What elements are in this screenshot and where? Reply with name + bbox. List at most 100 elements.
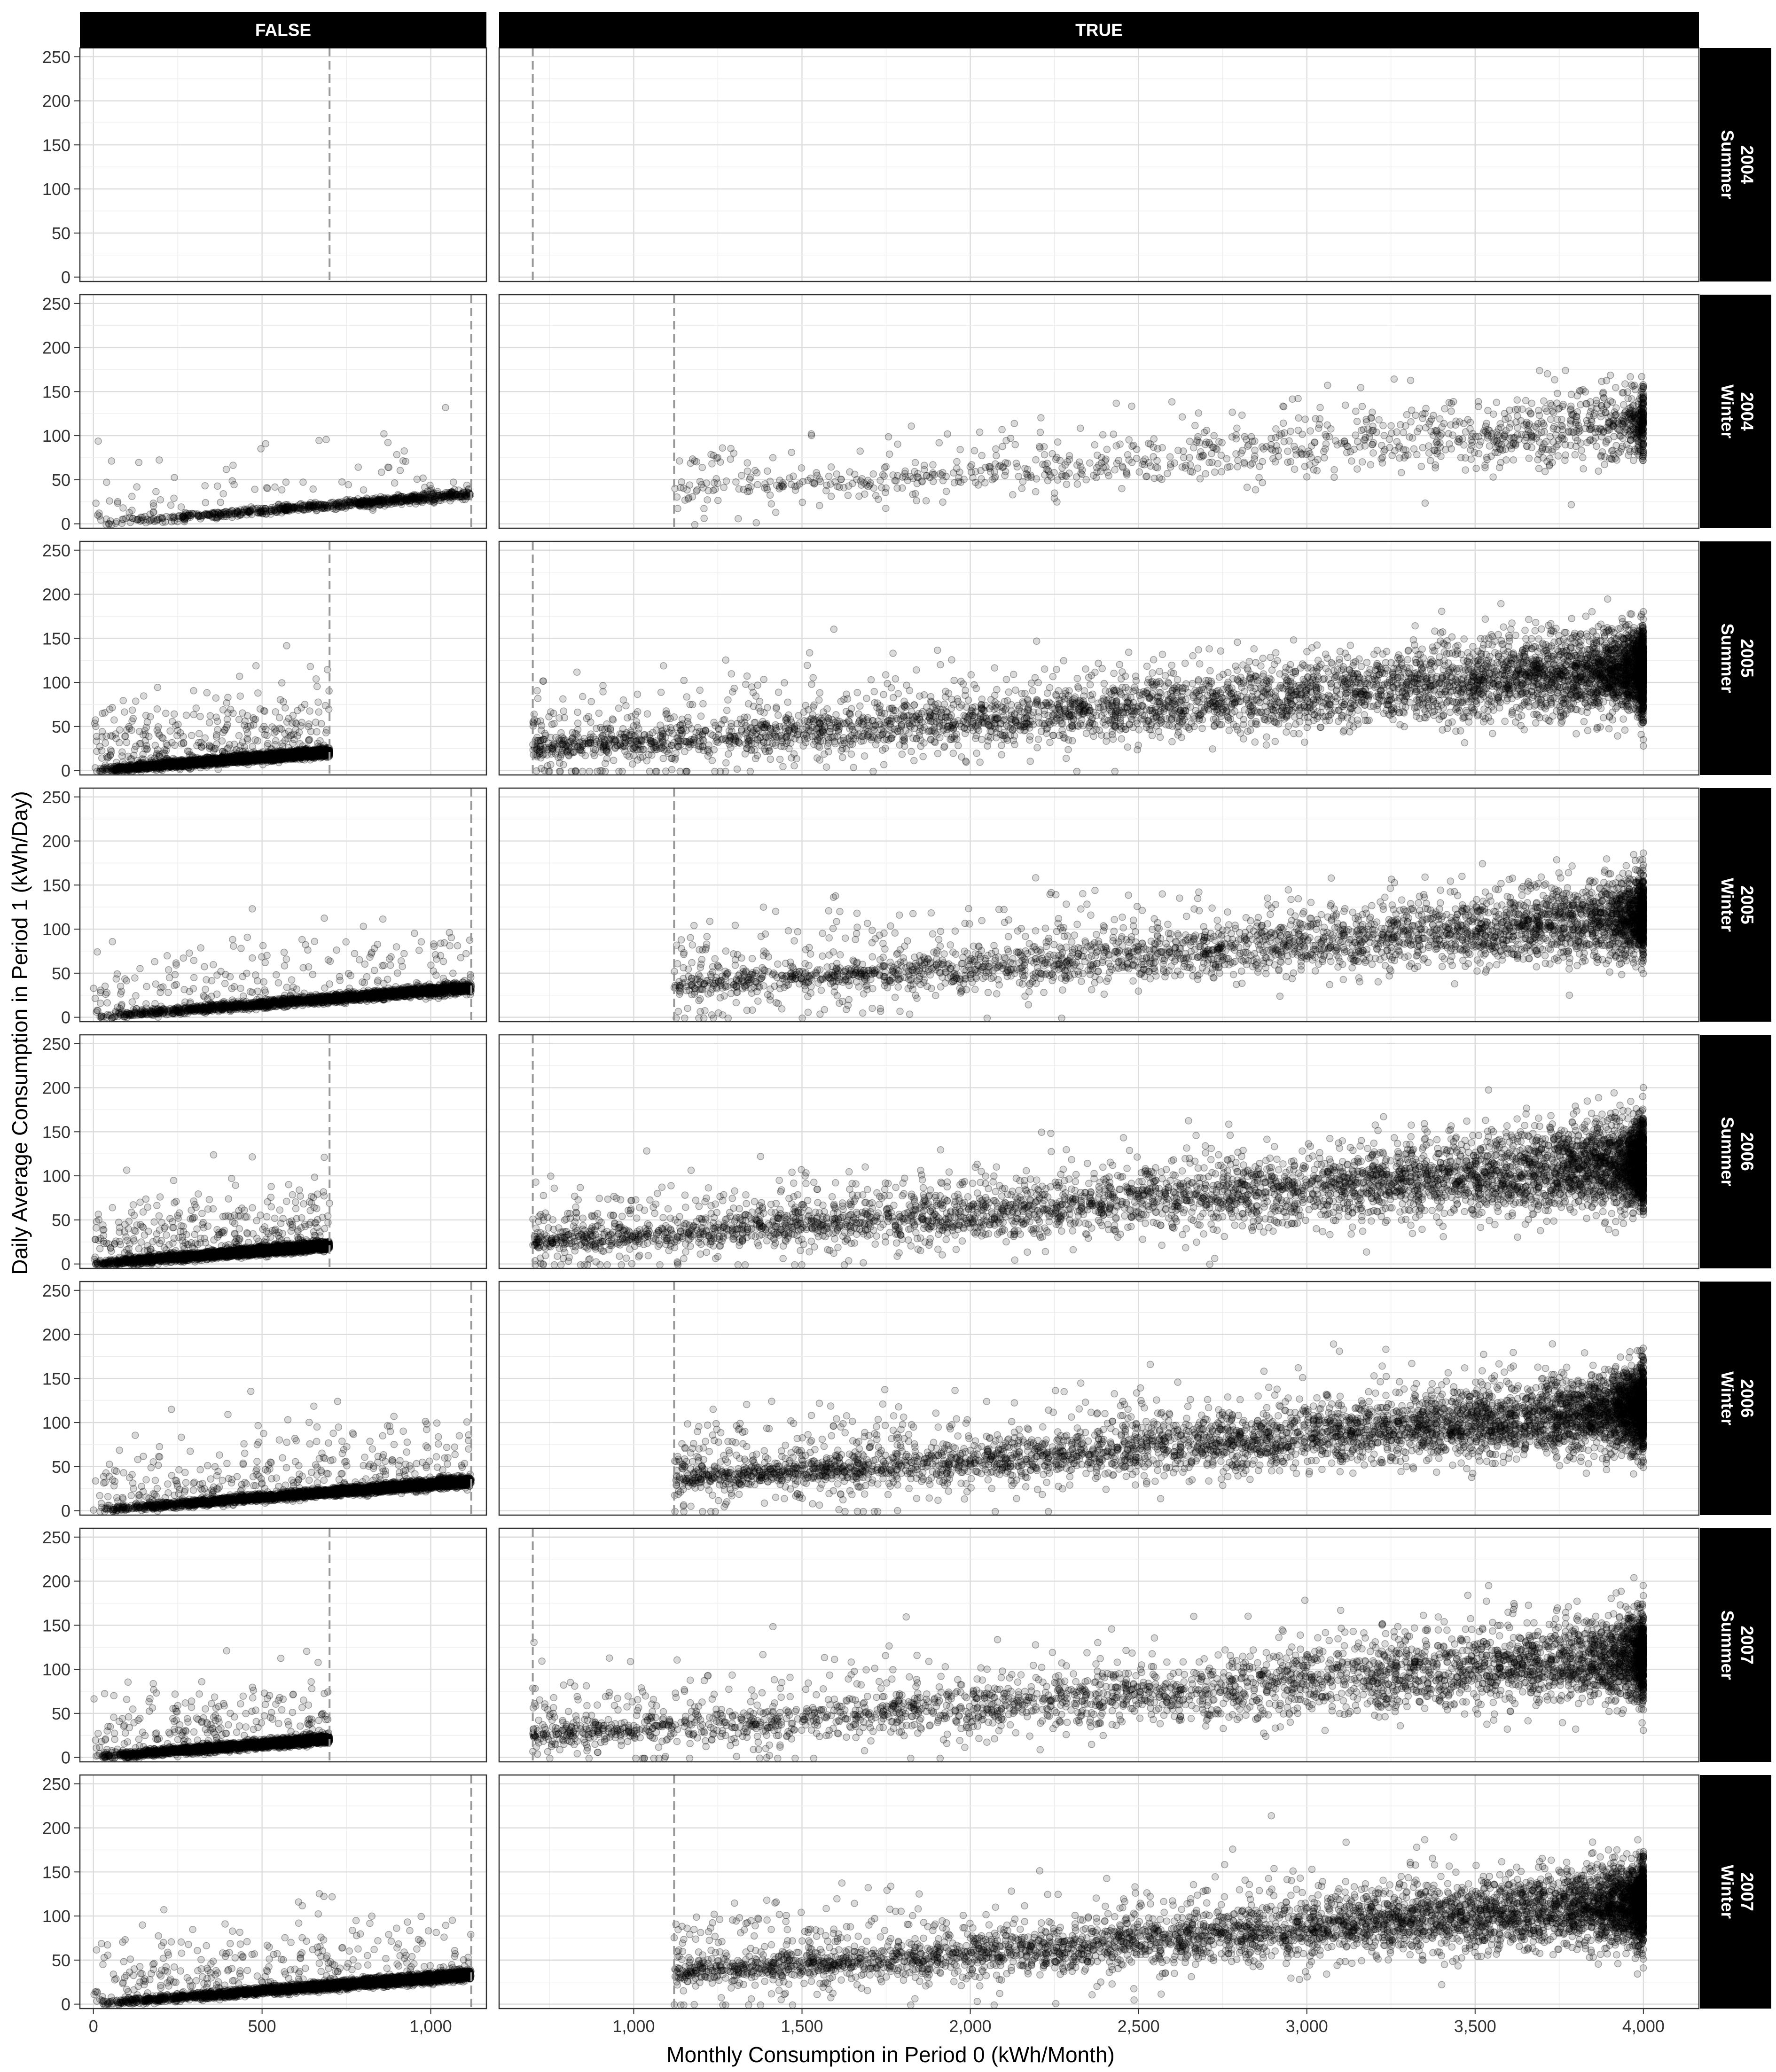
data-point [886, 451, 893, 457]
data-point [1609, 399, 1616, 406]
data-point [1430, 412, 1437, 419]
data-point [1495, 426, 1502, 432]
data-point [1542, 468, 1549, 475]
data-point [1630, 457, 1637, 464]
data-point [993, 446, 999, 452]
data-point [1381, 448, 1387, 454]
data-point [1541, 398, 1547, 404]
data-point [397, 467, 404, 474]
data-point [1555, 453, 1561, 459]
data-point [400, 458, 407, 464]
data-point [1463, 429, 1469, 435]
data-point [1284, 459, 1291, 466]
data-point [1233, 436, 1239, 442]
data-point [106, 498, 113, 504]
data-point [361, 501, 368, 508]
data-point [202, 483, 208, 489]
data-point [1211, 432, 1217, 439]
data-point [1568, 501, 1574, 508]
data-point [1291, 466, 1298, 472]
data-point [1267, 446, 1274, 452]
data-point [168, 502, 174, 508]
data-point [150, 500, 156, 507]
data-point [1033, 488, 1039, 495]
data-point [1369, 409, 1376, 415]
data-point [1603, 377, 1610, 384]
data-point [1538, 429, 1545, 436]
data-point [232, 510, 238, 517]
data-point [1093, 474, 1100, 481]
data-point [1167, 464, 1174, 470]
data-point [385, 439, 391, 446]
data-point [401, 495, 407, 502]
data-point [1541, 422, 1547, 429]
data-point [1025, 472, 1031, 478]
data-point [1603, 438, 1610, 445]
data-point [1393, 429, 1400, 435]
data-point [1548, 416, 1554, 422]
data-point [1462, 454, 1469, 461]
data-point [779, 484, 786, 490]
data-point [431, 500, 438, 506]
data-point [1111, 467, 1118, 473]
data-point [277, 506, 284, 513]
facet-panel [499, 295, 1699, 528]
data-point [1493, 399, 1500, 406]
data-point [1167, 453, 1174, 460]
data-point [339, 479, 345, 485]
data-point [1164, 470, 1171, 477]
data-point [1588, 419, 1595, 425]
data-point [442, 404, 449, 411]
data-point [183, 510, 189, 517]
data-point [972, 469, 979, 475]
data-point [1554, 400, 1560, 407]
data-point [1630, 383, 1636, 390]
data-point [1572, 452, 1578, 458]
panel-background [80, 48, 486, 281]
data-point [1478, 438, 1484, 445]
data-point [393, 452, 400, 458]
data-point [93, 500, 99, 507]
data-point [870, 471, 876, 477]
data-point [1119, 464, 1126, 471]
data-point [1212, 469, 1218, 476]
data-point [427, 482, 433, 489]
data-point [1620, 390, 1627, 396]
data-point [1247, 461, 1254, 468]
data-point [1536, 465, 1542, 472]
data-point [391, 480, 398, 486]
data-point [1041, 452, 1048, 458]
data-point [1066, 470, 1072, 477]
data-point [899, 485, 906, 491]
data-point [231, 481, 237, 488]
data-point [1354, 418, 1361, 425]
data-point [790, 473, 797, 479]
data-point [310, 486, 316, 493]
data-point [1562, 367, 1569, 374]
data-point [223, 466, 230, 473]
data-point [1291, 443, 1298, 450]
data-point [1587, 426, 1593, 432]
data-point [309, 503, 316, 509]
data-point [1353, 408, 1359, 414]
data-point [171, 495, 177, 501]
data-point [436, 495, 442, 501]
data-point [1197, 476, 1204, 482]
data-point [1562, 457, 1568, 463]
data-point [378, 469, 385, 476]
data-point [1526, 455, 1532, 461]
data-point [1400, 429, 1407, 436]
data-point [1422, 500, 1428, 507]
data-point [1620, 435, 1626, 442]
data-point [1251, 456, 1258, 462]
data-point [1510, 457, 1517, 463]
data-point [1015, 473, 1022, 480]
data-point [1536, 412, 1542, 419]
data-point [1256, 463, 1263, 470]
data-point [335, 503, 342, 510]
data-point [120, 505, 126, 511]
data-point [254, 509, 260, 516]
data-point [1448, 408, 1455, 414]
data-point [761, 485, 768, 491]
data-point [1462, 467, 1469, 473]
